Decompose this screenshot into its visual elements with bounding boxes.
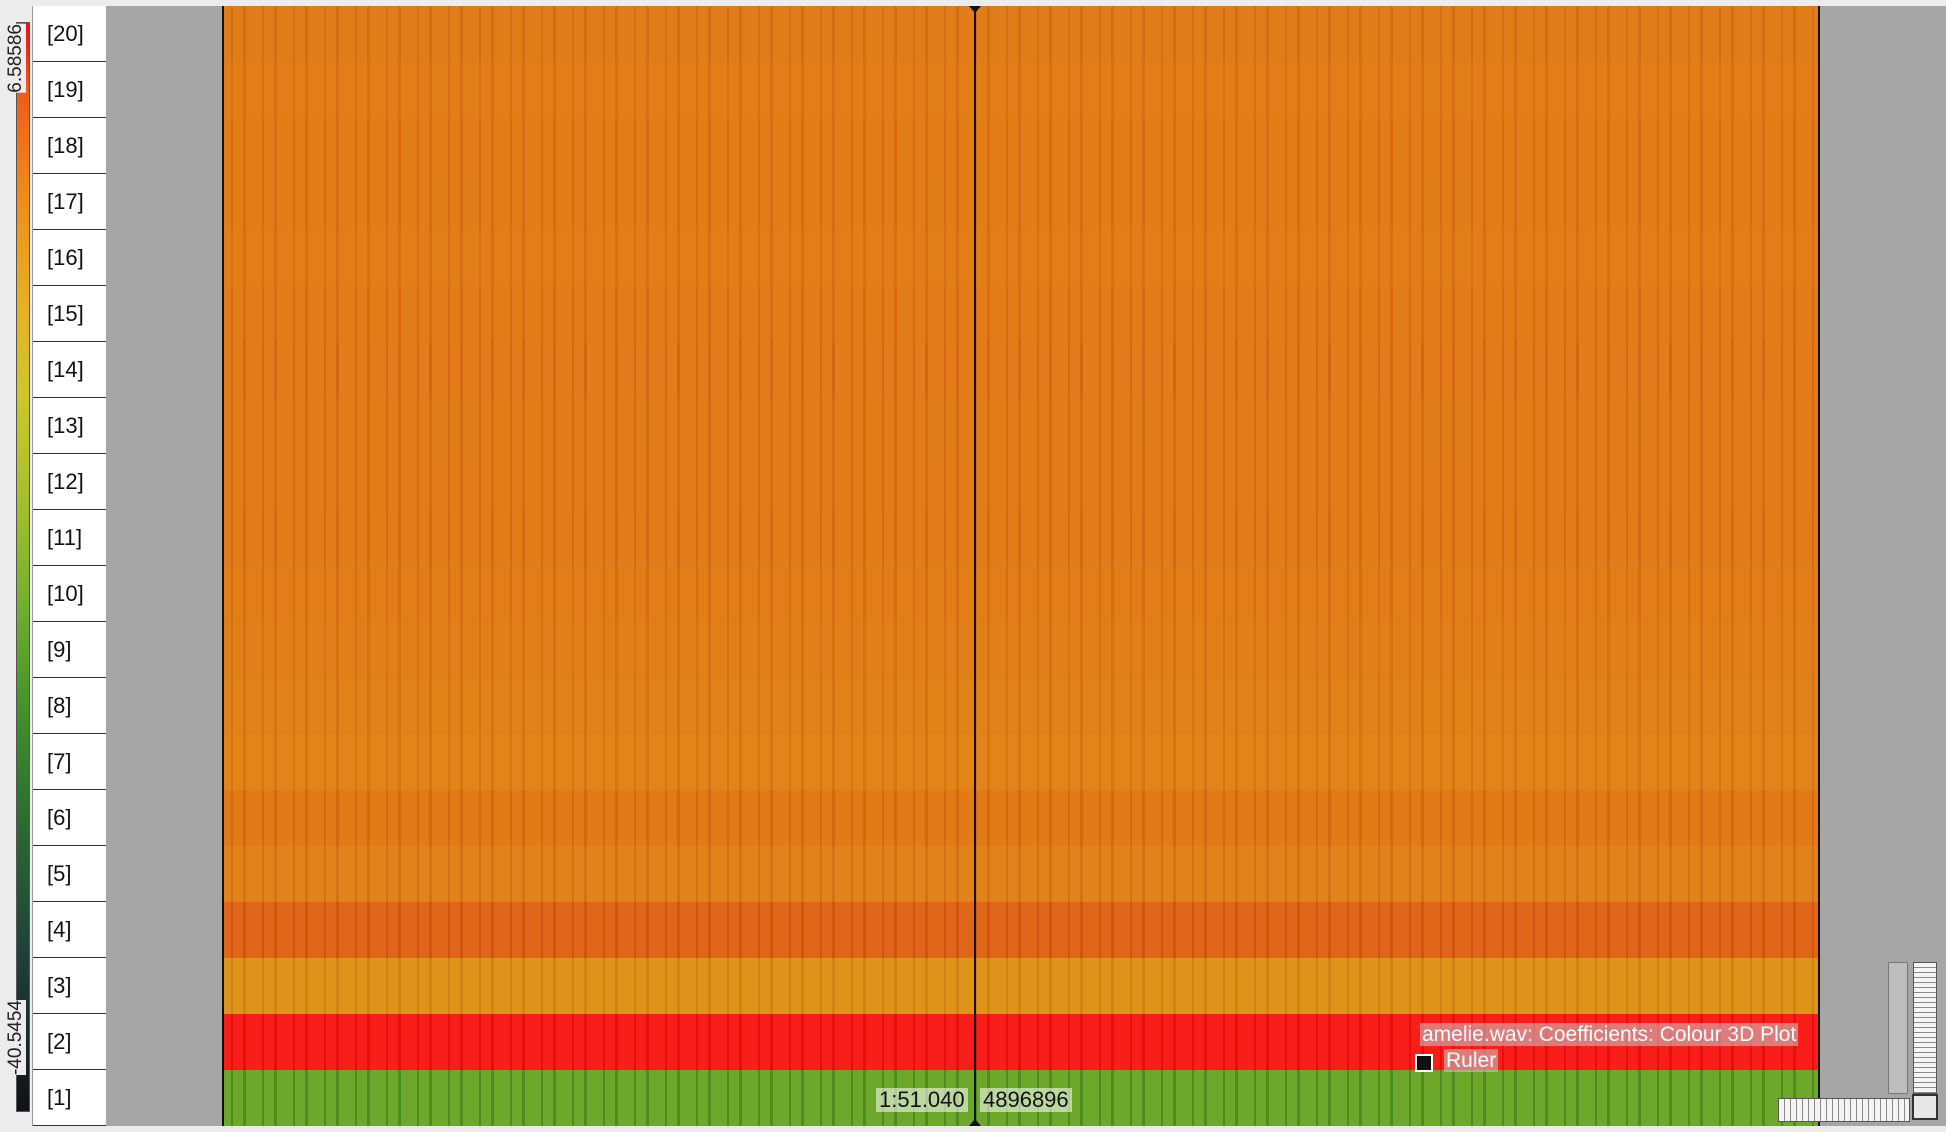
bin-label: [10]	[47, 581, 84, 606]
vertical-zoom-slider[interactable]	[1888, 962, 1908, 1094]
right-margin	[1820, 6, 1946, 1126]
bin-row: [20]	[33, 6, 106, 62]
bin-label: [5]	[47, 861, 72, 886]
bin-label: [13]	[47, 413, 84, 438]
bin-label: [3]	[47, 973, 72, 998]
plot-bin-row	[224, 230, 1818, 286]
plot-bin-row	[224, 454, 1818, 510]
plot-bin-row	[224, 118, 1818, 174]
plot-bin-row	[224, 566, 1818, 622]
bin-label: [11]	[47, 525, 83, 550]
bin-row: [6]	[33, 790, 106, 846]
plot-bin-row	[224, 398, 1818, 454]
bin-row: [1]	[33, 1070, 106, 1126]
bin-row: [15]	[33, 286, 106, 342]
colour-scale-min-label: -40.5454	[5, 1000, 26, 1076]
bin-row: [16]	[33, 230, 106, 286]
bin-label: [4]	[47, 917, 72, 942]
bin-row: [13]	[33, 398, 106, 454]
bin-label: [20]	[47, 21, 84, 46]
bin-row: [19]	[33, 62, 106, 118]
layer-ruler-line: Ruler	[1415, 1048, 1798, 1074]
plot-bin-row	[224, 678, 1818, 734]
plot-bin-row	[224, 958, 1818, 1014]
bin-label: [18]	[47, 133, 84, 158]
bin-row: [5]	[33, 846, 106, 902]
plot-bin-row	[224, 286, 1818, 342]
bin-label: [6]	[47, 805, 72, 830]
bin-row: [10]	[33, 566, 106, 622]
bin-axis: [20] [19] [18] [17] [16] [15] [14] [13] [12] [11]…	[32, 6, 108, 1126]
bin-label: [12]	[47, 469, 84, 494]
horizontal-zoom-wheel[interactable]	[1778, 1098, 1910, 1122]
bin-row: [3]	[33, 958, 106, 1014]
colour-scale-max-label: 6.58586	[5, 24, 26, 93]
playhead-bottom-marker	[969, 1119, 981, 1126]
layer-name-line: amelie.wav: Coefficients: Colour 3D Plot	[1420, 1022, 1799, 1048]
plot-bin-row	[224, 734, 1818, 790]
bin-row: [18]	[33, 118, 106, 174]
plot-bin-row	[224, 902, 1818, 958]
bin-row: [14]	[33, 342, 106, 398]
playhead-time-readout: 1:51.040	[876, 1088, 968, 1112]
layer-colour-swatch	[1415, 1054, 1433, 1072]
bin-row: [8]	[33, 678, 106, 734]
playhead-top-marker	[969, 6, 981, 13]
bin-row: [7]	[33, 734, 106, 790]
plot-bin-row	[224, 510, 1818, 566]
bin-label: [8]	[47, 693, 72, 718]
bin-row: [2]	[33, 1014, 106, 1070]
plot-bin-row	[224, 6, 1818, 62]
colour-3d-plot-area[interactable]	[222, 6, 1820, 1126]
bin-label: [1]	[47, 1085, 72, 1110]
playhead-cursor[interactable]	[969, 6, 981, 1126]
bin-row: [12]	[33, 454, 106, 510]
layer-info-overlay: amelie.wav: Coefficients: Colour 3D Plot…	[1415, 1022, 1799, 1074]
plot-bin-row	[224, 790, 1818, 846]
bin-label: [19]	[47, 77, 84, 102]
vertical-zoom-wheel[interactable]	[1913, 962, 1937, 1094]
ruler-label: Ruler	[1444, 1049, 1499, 1072]
left-margin	[106, 6, 222, 1126]
plot-bin-row	[224, 846, 1818, 902]
bin-row: [9]	[33, 622, 106, 678]
bin-label: [2]	[47, 1029, 72, 1054]
bin-label: [15]	[47, 301, 84, 326]
bin-label: [17]	[47, 189, 84, 214]
bin-label: [7]	[47, 749, 72, 774]
bin-row: [4]	[33, 902, 106, 958]
bin-label: [14]	[47, 357, 84, 382]
plot-bin-row	[224, 174, 1818, 230]
bin-row: [17]	[33, 174, 106, 230]
playhead-frame-readout: 4896896	[980, 1088, 1072, 1112]
bin-row: [11]	[33, 510, 106, 566]
plot-bin-row	[224, 62, 1818, 118]
colour-scale-bar	[16, 22, 30, 1112]
plot-bin-row	[224, 342, 1818, 398]
bin-label: [9]	[47, 637, 72, 662]
plot-bin-row	[224, 622, 1818, 678]
bin-label: [16]	[47, 245, 84, 270]
layer-name: amelie.wav: Coefficients: Colour 3D Plot	[1420, 1023, 1799, 1046]
zoom-reset-button[interactable]	[1912, 1094, 1938, 1120]
